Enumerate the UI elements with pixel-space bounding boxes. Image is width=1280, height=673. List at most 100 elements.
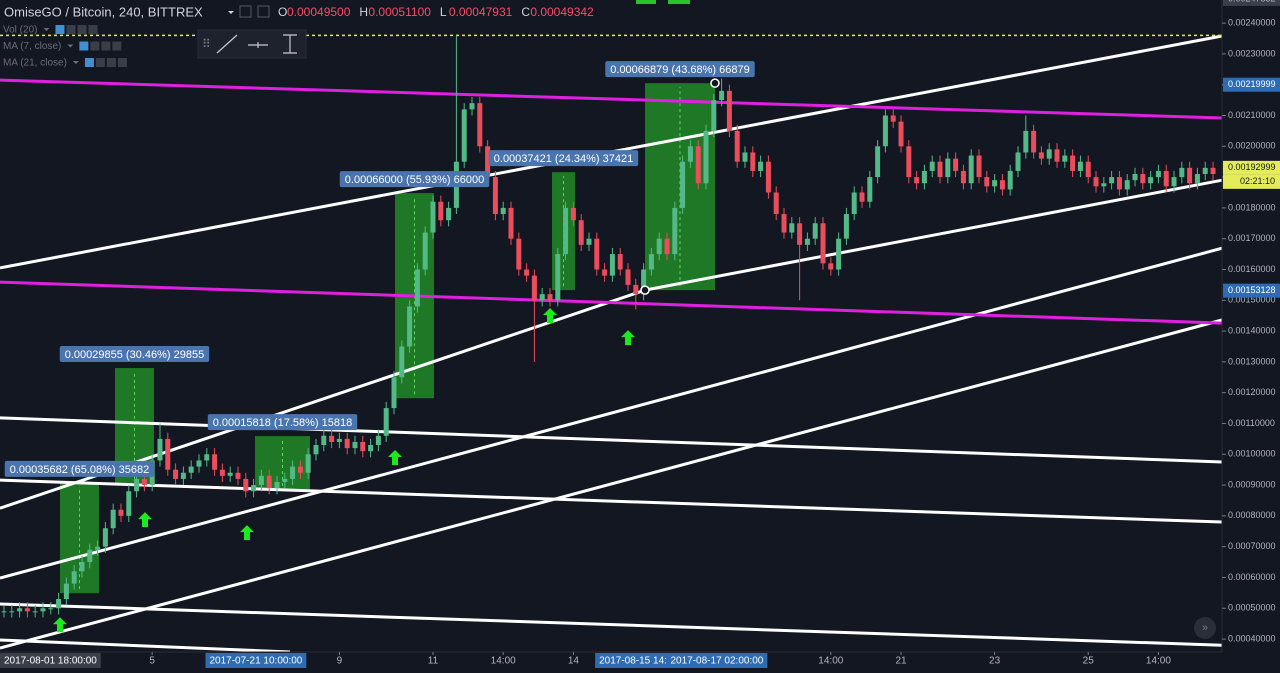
candle-body: [960, 170, 966, 184]
indicator-button[interactable]: [117, 58, 127, 67]
candle-body: [1101, 183, 1107, 187]
candle-body: [531, 275, 537, 301]
x-marker-bg: [666, 653, 768, 668]
indicator-button[interactable]: [79, 41, 89, 51]
countdown: 02:21:10: [1240, 176, 1275, 186]
signal-arrow: [388, 449, 403, 465]
candle-body: [594, 238, 600, 270]
trend-line: [0, 78, 1223, 120]
tool-price-range[interactable]: [283, 34, 297, 54]
close-icon[interactable]: [257, 5, 270, 18]
candle-body: [664, 238, 670, 255]
signal-arrow: [543, 307, 558, 323]
price-label: 0.00247852: [1228, 0, 1276, 3]
measure-label: 0.00037421 (24.34%) 37421: [494, 153, 633, 165]
candle-body: [126, 491, 132, 516]
candle-body: [1116, 177, 1122, 190]
candle-body: [336, 438, 342, 442]
dropdown-icon[interactable]: [228, 11, 234, 14]
candle-body: [1, 611, 7, 613]
indicator-dropdown[interactable]: [72, 61, 79, 64]
candle-body: [765, 161, 771, 193]
candle-body: [1077, 161, 1083, 171]
candle-body: [563, 207, 569, 255]
indicator-button[interactable]: [106, 58, 116, 67]
indicator-button[interactable]: [84, 58, 94, 67]
x-marker-label: 2017-08-15 14:0: [599, 656, 673, 667]
top-button[interactable]: [636, 0, 656, 4]
toolbar-grip: ⠿: [202, 37, 211, 51]
y-tick-label: 0.00180000: [1228, 202, 1276, 212]
candle-body: [547, 294, 553, 301]
indicator-button[interactable]: [77, 25, 87, 34]
trend-line: [0, 280, 1223, 325]
indicator-button[interactable]: [95, 58, 105, 67]
price-axis: [1222, 0, 1280, 668]
candle-body: [781, 214, 787, 233]
ohlc-value: 0.00049500: [287, 5, 351, 19]
indicator-button[interactable]: [112, 41, 122, 51]
candle-body: [742, 152, 748, 162]
y-tick-label: 0.00040000: [1228, 633, 1276, 643]
top-button[interactable]: [668, 0, 690, 4]
candle-body: [422, 232, 428, 270]
candle-body: [672, 207, 678, 255]
candle-body: [391, 377, 397, 409]
candle-body: [79, 562, 85, 572]
indicator-dropdown[interactable]: [67, 44, 74, 48]
price-label: 0.00192999: [1228, 162, 1276, 172]
candle-body: [828, 263, 834, 270]
tool-trend-line[interactable]: [216, 34, 238, 54]
ohlc-value: 0.00047931: [449, 5, 513, 19]
candle-body: [1015, 152, 1021, 171]
y-tick-label: 0.00100000: [1228, 449, 1276, 459]
settings-icon[interactable]: [239, 5, 252, 18]
candle-body: [227, 472, 233, 476]
candle-body: [196, 460, 202, 467]
candle-body: [1171, 177, 1177, 187]
candle-body: [812, 223, 818, 239]
indicator-button[interactable]: [90, 41, 100, 51]
candle-body: [118, 509, 124, 516]
candle-body: [344, 438, 350, 449]
candle-body: [1007, 170, 1013, 190]
candle-body: [882, 115, 888, 147]
ohlc-key: H: [359, 5, 368, 19]
candle-body: [313, 445, 319, 455]
candle-body: [134, 478, 140, 492]
x-tick-label: 14:00: [491, 656, 516, 667]
indicators: Vol (20) MA (7, close) MA (21, close): [3, 25, 127, 69]
candle-body: [609, 254, 615, 276]
y-tick-label: 0.00130000: [1228, 356, 1276, 366]
candle-body: [368, 445, 374, 452]
scroll-button[interactable]: [1194, 617, 1216, 639]
x-marker-bg: [595, 653, 677, 668]
candle-body: [477, 103, 483, 147]
candle-body: [726, 90, 732, 131]
indicator-button[interactable]: [55, 25, 65, 34]
candle-body: [1062, 155, 1068, 162]
tool-horizontal-line[interactable]: [248, 42, 268, 48]
candle-body: [188, 466, 194, 473]
candle-body: [633, 284, 639, 295]
candle-body: [984, 177, 990, 187]
candle-body: [282, 478, 288, 482]
candle-body: [375, 435, 381, 446]
candle-body: [71, 571, 77, 584]
x-tick-label: 14: [568, 656, 580, 667]
y-tick-label: 0.00120000: [1228, 387, 1276, 397]
indicator-button[interactable]: [66, 25, 76, 34]
candle-body: [1054, 149, 1060, 162]
indicator-button[interactable]: [101, 41, 111, 51]
measure-label: 0.00066879 (43.68%) 66879: [610, 64, 749, 76]
indicator-dropdown[interactable]: [43, 28, 50, 31]
indicator-button[interactable]: [88, 25, 98, 34]
candle-body: [680, 161, 686, 208]
scroll-icon[interactable]: »: [1202, 622, 1208, 634]
candle-body: [1132, 174, 1138, 181]
ohlc-key: C: [521, 5, 530, 19]
candle-body: [758, 161, 764, 171]
candle-body: [1179, 167, 1185, 178]
